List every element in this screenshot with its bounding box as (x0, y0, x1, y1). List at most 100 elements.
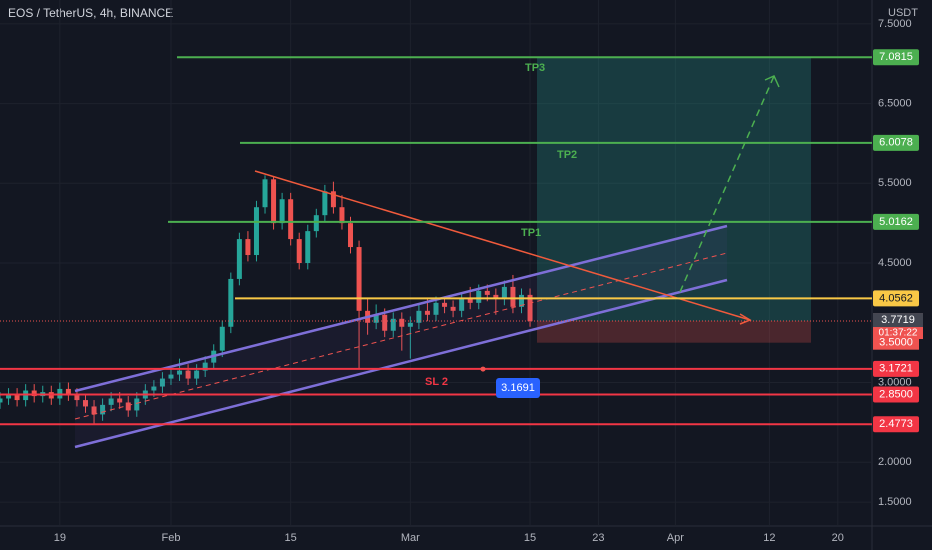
candle-body (416, 310, 422, 323)
chart-title: EOS / TetherUS, 4h, BINANCE (8, 6, 173, 20)
price-tag-label: 4.0562 (879, 292, 913, 304)
candle-body (459, 298, 465, 311)
candle-body (373, 314, 379, 323)
candle-body (288, 199, 294, 240)
x-tick-label: 23 (592, 532, 604, 544)
channel-top (74, 224, 728, 393)
candle-body (467, 298, 473, 303)
price-tag (873, 386, 919, 403)
price-tag (873, 49, 919, 66)
candle-body (117, 398, 123, 403)
candle-body (236, 239, 242, 279)
candle-body (82, 400, 88, 407)
stop-zone (537, 321, 811, 343)
candle-body (100, 404, 106, 415)
y-tick-label: 4.5000 (878, 257, 912, 269)
candle-body (262, 179, 268, 208)
x-tick-label: 15 (524, 532, 536, 544)
price-tag-label: 2.4773 (879, 418, 913, 430)
candle-body (296, 239, 302, 263)
sl-tag (496, 378, 540, 398)
candle-body (305, 231, 311, 263)
last-price-label: 3.7719 (881, 314, 915, 326)
x-tick-label: Feb (161, 532, 180, 544)
candle-body (177, 370, 183, 375)
candle-body (527, 294, 533, 322)
price-tag (873, 360, 919, 377)
candle-body (253, 207, 259, 256)
candle-body (339, 207, 345, 224)
y-tick-label: 3.0000 (878, 376, 912, 388)
y-tick-label: 1.5000 (878, 496, 912, 508)
candle-body (279, 199, 285, 224)
y-tick-label: 7.5000 (878, 18, 912, 30)
price-tag (873, 134, 919, 151)
candle-body (134, 398, 140, 411)
candle-body (91, 406, 97, 415)
candle-body (518, 294, 524, 307)
candle-body (74, 394, 80, 401)
candle-body (501, 286, 507, 299)
price-tag-label: 3.1721 (879, 363, 913, 375)
trend-arrow (739, 313, 752, 325)
x-tick-label: 20 (832, 532, 844, 544)
candle-body (159, 378, 165, 387)
x-tick-label: Apr (667, 532, 684, 544)
candle-body (424, 310, 430, 315)
level-name: TP2 (557, 149, 577, 161)
candle-body (348, 223, 354, 248)
channel-bottom (74, 278, 728, 449)
candle-body (219, 326, 225, 351)
candle-body (202, 362, 208, 371)
countdown-label: 01:37:22 (879, 328, 918, 339)
candle-body (151, 386, 157, 391)
candle-body (14, 394, 20, 401)
candle-body (476, 290, 482, 303)
price-tag-label: 2.8500 (879, 388, 913, 400)
candle-body (407, 322, 413, 327)
projection-path (679, 75, 775, 293)
x-tick-label: Mar (401, 532, 420, 544)
level-name: TP3 (525, 62, 545, 74)
trend-line (254, 170, 751, 321)
sl-name: SL 2 (425, 376, 448, 388)
sl-tag-label: 3.1691 (501, 382, 535, 394)
candle-body (433, 302, 439, 315)
candle-body (313, 215, 319, 232)
candle-body (493, 294, 499, 299)
sl-point (480, 366, 486, 372)
x-tick-label: 12 (763, 532, 775, 544)
candle-body (245, 239, 251, 256)
currency-label: USDT (888, 7, 918, 19)
stop-price-label: 3.5000 (879, 337, 913, 349)
y-tick-label: 6.5000 (878, 98, 912, 110)
candle-body (31, 390, 37, 397)
candle-body (228, 278, 234, 327)
candle-body (484, 290, 490, 295)
y-tick-label: 2.0000 (878, 456, 912, 468)
candle-body (271, 179, 277, 224)
candle-body (330, 191, 336, 208)
price-tag (873, 213, 919, 230)
x-tick-label: 19 (54, 532, 66, 544)
candle-body (382, 314, 388, 331)
candle-body (108, 398, 114, 405)
candle-body (194, 370, 200, 379)
candle-body (510, 286, 516, 307)
x-tick-label: 15 (285, 532, 297, 544)
price-tag-label: 6.0078 (879, 137, 913, 149)
y-tick-label: 5.5000 (878, 177, 912, 189)
candle-body (65, 388, 71, 395)
candle-body (0, 398, 3, 403)
last-price-tag-top (873, 313, 923, 328)
candle-body (356, 247, 362, 311)
price-tag (873, 290, 919, 307)
candle-body (399, 318, 405, 327)
candle-body (450, 306, 456, 311)
candle-body (322, 191, 328, 216)
candle-body (442, 302, 448, 307)
projection-arrow (764, 75, 780, 88)
candle-body (390, 318, 396, 331)
candle-body (185, 370, 191, 379)
